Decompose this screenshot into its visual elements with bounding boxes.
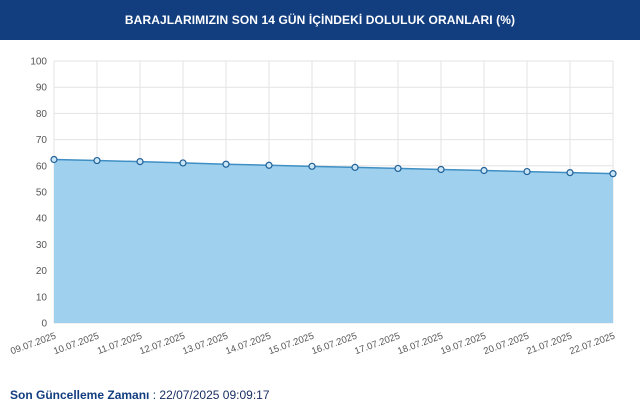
y-tick-label: 0 — [41, 319, 47, 330]
y-tick-label: 50 — [36, 188, 48, 199]
y-tick-label: 10 — [36, 292, 48, 303]
x-tick-label: 13.07.2025 — [181, 331, 229, 358]
y-tick-label: 20 — [36, 266, 48, 277]
series-area — [54, 159, 613, 323]
x-tick-label: 09.07.2025 — [9, 331, 57, 358]
series-line — [53, 158, 614, 175]
data-point — [308, 162, 316, 170]
fill-rate-area-chart: 0 10 20 30 40 50 60 70 80 90 100 09.07.202510.07.20… — [9, 57, 617, 358]
x-tick-label: 22.07.2025 — [568, 331, 616, 358]
x-tick-label: 14.07.2025 — [224, 331, 272, 358]
data-point — [222, 160, 230, 168]
y-tick-label: 80 — [36, 109, 48, 120]
x-tick-label: 20.07.2025 — [482, 331, 530, 358]
y-tick-label: 100 — [30, 57, 47, 68]
data-point — [394, 164, 402, 173]
data-point — [351, 163, 359, 171]
data-point — [437, 165, 445, 174]
y-tick-label: 60 — [36, 161, 48, 172]
y-tick-label: 30 — [36, 240, 48, 251]
page-header: BARAJLARIMIZIN SON 14 GÜN İÇİNDEKİ DOLUL… — [0, 0, 640, 40]
x-tick-label: 17.07.2025 — [353, 331, 401, 358]
y-tick-label: 40 — [36, 214, 48, 225]
x-tick-label: 18.07.2025 — [396, 331, 444, 358]
data-point — [566, 169, 574, 177]
last-update-value: 22/07/2025 09:09:17 — [159, 388, 270, 402]
x-tick-label: 15.07.2025 — [267, 331, 315, 358]
chart-title: BARAJLARIMIZIN SON 14 GÜN İÇİNDEKİ DOLUL… — [124, 13, 516, 27]
x-tick-label: 21.07.2025 — [525, 331, 573, 358]
x-tick-label: 19.07.2025 — [439, 331, 487, 358]
x-tick-label: 10.07.2025 — [52, 331, 100, 358]
data-point — [523, 167, 531, 176]
data-point — [179, 159, 187, 167]
x-tick-label: 11.07.2025 — [96, 331, 144, 357]
data-point — [609, 170, 617, 178]
last-update: Son Güncelleme Zamanı : 22/07/2025 09:09… — [10, 388, 270, 402]
last-update-separator: : — [149, 388, 160, 402]
y-tick-label: 90 — [36, 83, 48, 94]
x-tick-label: 12.07.2025 — [138, 331, 186, 358]
chart-container: 0 10 20 30 40 50 60 70 80 90 100 09.07.2025 10.07.20… — [0, 40, 640, 370]
data-point — [265, 161, 273, 169]
data-point — [93, 156, 101, 165]
x-tick-label: 16.07.2025 — [310, 331, 358, 358]
data-point — [480, 166, 488, 175]
data-point — [50, 155, 58, 164]
data-point — [136, 158, 144, 166]
last-update-label: Son Güncelleme Zamanı — [10, 388, 150, 402]
y-tick-label: 70 — [36, 135, 48, 146]
